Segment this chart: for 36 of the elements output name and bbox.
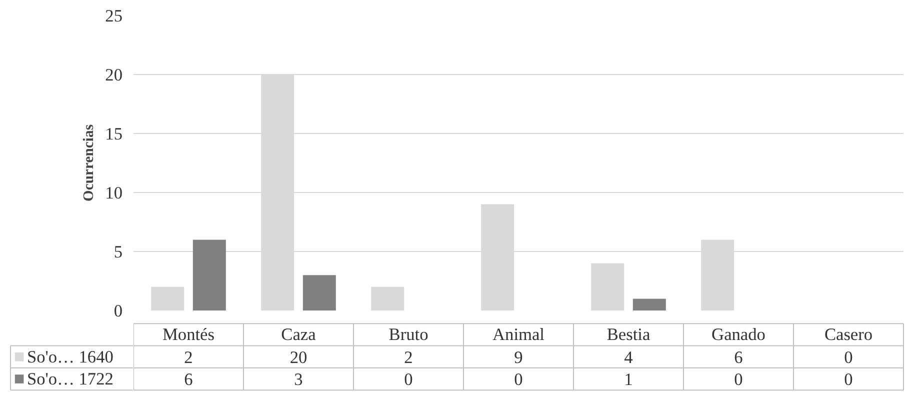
y-tick-label: 25 [105,6,122,26]
data-label: 6 [184,370,194,389]
bar [302,275,336,310]
y-tick-label: 10 [105,184,122,202]
legend-label: So'o… 1722 [27,369,114,388]
data-label: 2 [404,348,413,367]
bar [192,240,226,310]
x-tick-label: Animal [492,325,545,344]
data-label: 20 [290,348,308,367]
legend-label: So'o… 1640 [27,347,114,366]
bar [591,263,624,310]
bar [371,286,404,310]
data-label: 0 [844,348,853,367]
data-label: 0 [734,370,743,389]
data-label: 9 [514,348,523,367]
x-tick-label: Bestia [606,325,650,344]
data-label: 0 [844,370,853,389]
x-tick-label: Bruto [388,325,428,344]
x-tick-label: Ganado [712,325,766,344]
y-tick-label: 20 [105,66,122,84]
y-tick-label: 15 [105,124,122,144]
data-label: 3 [294,370,303,389]
x-tick-label: Montés [162,325,215,344]
data-label: 0 [404,370,413,389]
data-label: 1 [624,370,633,389]
x-tick-label: Casero [824,325,873,344]
x-tick-label: Caza [281,325,316,344]
y-tick-label: 0 [114,302,123,320]
data-label: 2 [184,348,193,367]
data-label: 6 [734,348,744,367]
y-axis-title: Ocurrencias [81,124,98,202]
y-tick-label: 5 [114,242,123,262]
data-label: 0 [514,370,523,389]
data-label: 4 [624,348,634,367]
bar [632,298,666,310]
bar [151,286,184,310]
